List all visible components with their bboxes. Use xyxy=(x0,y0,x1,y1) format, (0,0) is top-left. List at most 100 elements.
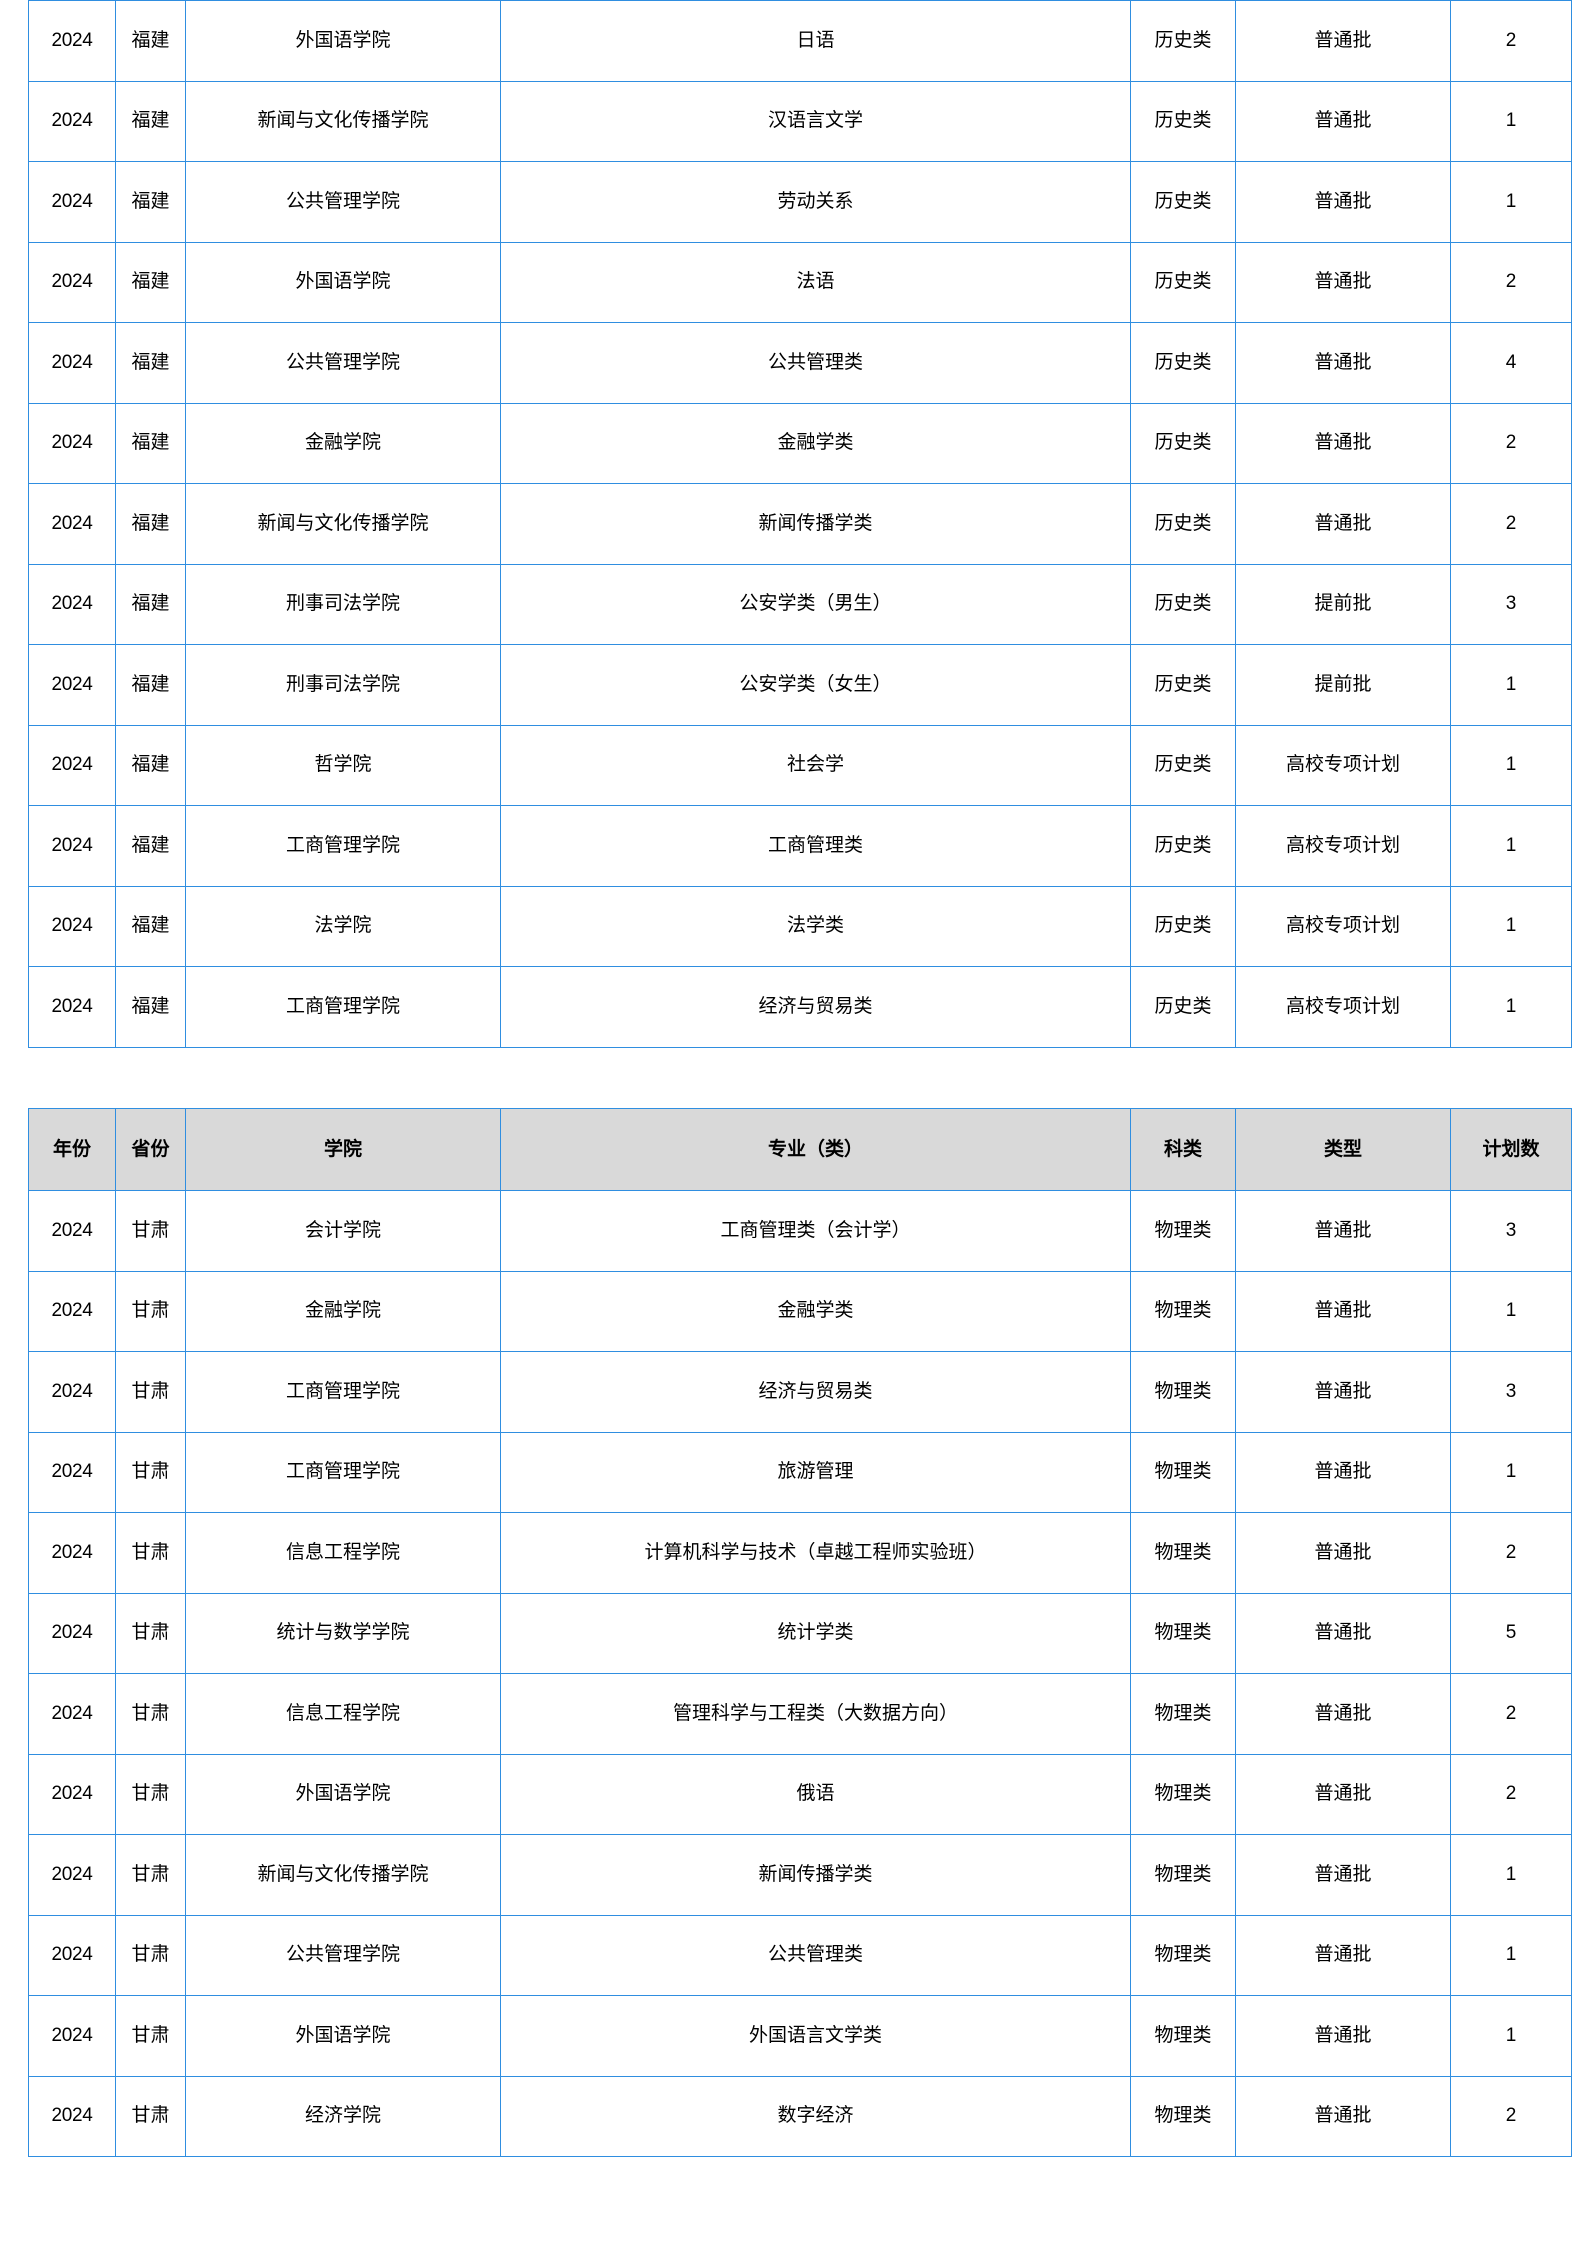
cell-year: 2024 xyxy=(28,1834,116,1916)
cell-subject: 历史类 xyxy=(1130,322,1236,404)
table-row: 2024 甘肃 统计与数学学院 统计学类 物理类 普通批 5 xyxy=(28,1592,1572,1674)
cell-type: 普通批 xyxy=(1235,1270,1451,1352)
cell-year: 2024 xyxy=(28,724,116,806)
cell-major: 社会学 xyxy=(500,724,1131,806)
cell-major: 管理科学与工程类（大数据方向） xyxy=(500,1673,1131,1755)
cell-year: 2024 xyxy=(28,1190,116,1272)
cell-college: 刑事司法学院 xyxy=(185,644,501,726)
cell-type: 普通批 xyxy=(1235,1512,1451,1594)
cell-major: 工商管理类 xyxy=(500,805,1131,887)
table-row: 2024 福建 法学院 法学类 历史类 高校专项计划 1 xyxy=(28,885,1572,967)
cell-province: 甘肃 xyxy=(115,2075,186,2157)
cell-major: 劳动关系 xyxy=(500,161,1131,243)
cell-province: 福建 xyxy=(115,966,186,1048)
cell-province: 甘肃 xyxy=(115,1995,186,2077)
cell-major: 公共管理类 xyxy=(500,1914,1131,1996)
cell-subject: 物理类 xyxy=(1130,1512,1236,1594)
plan-table-block-fujian: 2024 福建 外国语学院 日语 历史类 普通批 2 2024 福建 新闻与文化传播学院 汉语言文学… xyxy=(0,0,1572,1048)
cell-year: 2024 xyxy=(28,805,116,887)
table-row: 2024 甘肃 金融学院 金融学类 物理类 普通批 1 xyxy=(28,1270,1572,1352)
cell-year: 2024 xyxy=(28,644,116,726)
table-row: 2024 福建 外国语学院 日语 历史类 普通批 2 xyxy=(28,0,1572,82)
plan-table-gansu: 年份 省份 学院 专业（类） 科类 类型 计划数 2024 甘肃 会计学院 工商管理类… xyxy=(28,1108,1572,2157)
cell-quota: 1 xyxy=(1450,1914,1572,1996)
cell-major: 统计学类 xyxy=(500,1592,1131,1674)
cell-type: 普通批 xyxy=(1235,1914,1451,1996)
cell-province: 甘肃 xyxy=(115,1592,186,1674)
cell-type: 普通批 xyxy=(1235,1673,1451,1755)
cell-quota: 2 xyxy=(1450,1753,1572,1835)
column-header-quota: 计划数 xyxy=(1450,1108,1572,1191)
table-row: 2024 福建 刑事司法学院 公安学类（女生） 历史类 提前批 1 xyxy=(28,644,1572,726)
cell-major: 计算机科学与技术（卓越工程师实验班） xyxy=(500,1512,1131,1594)
cell-college: 外国语学院 xyxy=(185,0,501,82)
cell-quota: 2 xyxy=(1450,241,1572,323)
cell-subject: 物理类 xyxy=(1130,1190,1236,1272)
cell-year: 2024 xyxy=(28,0,116,82)
cell-subject: 历史类 xyxy=(1130,724,1236,806)
cell-major: 俄语 xyxy=(500,1753,1131,1835)
cell-subject: 物理类 xyxy=(1130,1995,1236,2077)
cell-major: 新闻传播学类 xyxy=(500,483,1131,565)
cell-major: 公安学类（男生） xyxy=(500,563,1131,645)
table-row: 2024 甘肃 信息工程学院 计算机科学与技术（卓越工程师实验班） 物理类 普通批 2 xyxy=(28,1512,1572,1594)
cell-college: 新闻与文化传播学院 xyxy=(185,1834,501,1916)
table-row: 2024 甘肃 工商管理学院 旅游管理 物理类 普通批 1 xyxy=(28,1431,1572,1513)
cell-quota: 1 xyxy=(1450,1834,1572,1916)
cell-subject: 历史类 xyxy=(1130,402,1236,484)
cell-major: 汉语言文学 xyxy=(500,80,1131,162)
table-row: 2024 甘肃 公共管理学院 公共管理类 物理类 普通批 1 xyxy=(28,1914,1572,1996)
cell-college: 经济学院 xyxy=(185,2075,501,2157)
cell-major: 经济与贸易类 xyxy=(500,1351,1131,1433)
cell-college: 金融学院 xyxy=(185,402,501,484)
cell-province: 福建 xyxy=(115,161,186,243)
cell-province: 甘肃 xyxy=(115,1431,186,1513)
table-row: 2024 福建 外国语学院 法语 历史类 普通批 2 xyxy=(28,241,1572,323)
cell-type: 普通批 xyxy=(1235,2075,1451,2157)
cell-type: 普通批 xyxy=(1235,1592,1451,1674)
cell-type: 普通批 xyxy=(1235,0,1451,82)
table-row: 2024 甘肃 经济学院 数字经济 物理类 普通批 2 xyxy=(28,2075,1572,2157)
cell-year: 2024 xyxy=(28,1914,116,1996)
cell-subject: 历史类 xyxy=(1130,161,1236,243)
table-row: 2024 甘肃 新闻与文化传播学院 新闻传播学类 物理类 普通批 1 xyxy=(28,1834,1572,1916)
column-header-college: 学院 xyxy=(185,1108,501,1191)
cell-year: 2024 xyxy=(28,563,116,645)
cell-type: 高校专项计划 xyxy=(1235,724,1451,806)
cell-province: 福建 xyxy=(115,483,186,565)
cell-type: 提前批 xyxy=(1235,644,1451,726)
cell-year: 2024 xyxy=(28,402,116,484)
cell-college: 工商管理学院 xyxy=(185,1351,501,1433)
cell-subject: 物理类 xyxy=(1130,1592,1236,1674)
cell-college: 工商管理学院 xyxy=(185,805,501,887)
cell-major: 新闻传播学类 xyxy=(500,1834,1131,1916)
cell-subject: 物理类 xyxy=(1130,2075,1236,2157)
cell-subject: 历史类 xyxy=(1130,483,1236,565)
cell-quota: 2 xyxy=(1450,2075,1572,2157)
column-header-province: 省份 xyxy=(115,1108,186,1191)
cell-year: 2024 xyxy=(28,1592,116,1674)
cell-year: 2024 xyxy=(28,161,116,243)
cell-province: 福建 xyxy=(115,563,186,645)
cell-type: 普通批 xyxy=(1235,1351,1451,1433)
cell-quota: 3 xyxy=(1450,1190,1572,1272)
cell-province: 甘肃 xyxy=(115,1190,186,1272)
cell-quota: 1 xyxy=(1450,644,1572,726)
table-row: 2024 福建 公共管理学院 公共管理类 历史类 普通批 4 xyxy=(28,322,1572,404)
cell-quota: 1 xyxy=(1450,80,1572,162)
cell-year: 2024 xyxy=(28,322,116,404)
cell-subject: 历史类 xyxy=(1130,241,1236,323)
cell-college: 工商管理学院 xyxy=(185,966,501,1048)
cell-subject: 历史类 xyxy=(1130,805,1236,887)
cell-quota: 1 xyxy=(1450,724,1572,806)
cell-year: 2024 xyxy=(28,1431,116,1513)
cell-year: 2024 xyxy=(28,966,116,1048)
cell-type: 普通批 xyxy=(1235,402,1451,484)
cell-province: 甘肃 xyxy=(115,1673,186,1755)
cell-province: 甘肃 xyxy=(115,1351,186,1433)
cell-college: 信息工程学院 xyxy=(185,1673,501,1755)
cell-year: 2024 xyxy=(28,1673,116,1755)
cell-quota: 2 xyxy=(1450,402,1572,484)
cell-major: 数字经济 xyxy=(500,2075,1131,2157)
cell-quota: 1 xyxy=(1450,1431,1572,1513)
